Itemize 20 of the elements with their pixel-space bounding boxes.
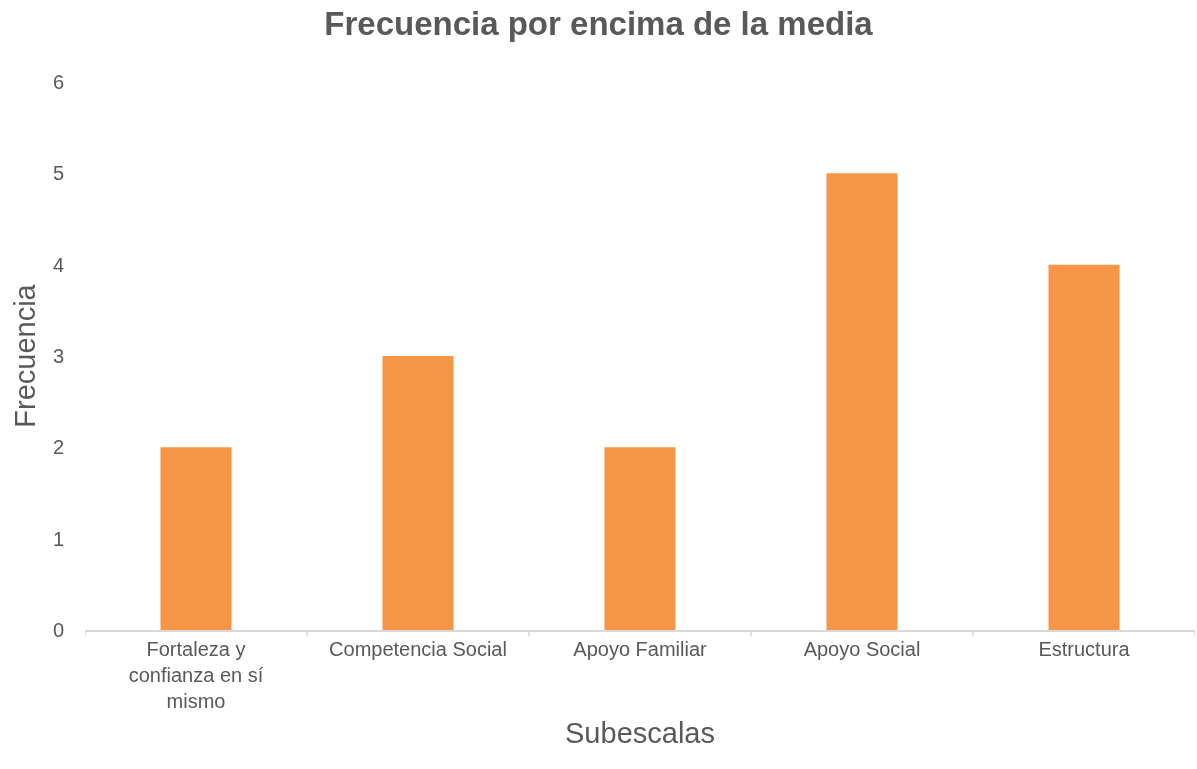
- x-tick-label: Fortaleza y confianza en sí mismo: [128, 637, 264, 712]
- bar: [160, 447, 232, 630]
- x-tick-label: Apoyo Familiar: [573, 637, 708, 660]
- y-tick-label: 0: [52, 619, 64, 641]
- chart-title: Frecuencia por encima de la media: [324, 4, 874, 42]
- bar: [826, 173, 898, 630]
- y-tick-label: 1: [52, 527, 64, 550]
- y-tick-label: 2: [52, 436, 64, 459]
- bar: [1048, 264, 1120, 630]
- y-tick-label: 5: [52, 162, 64, 185]
- y-tick-label: 6: [52, 71, 64, 93]
- x-tick-label: Competencia Social: [329, 637, 507, 660]
- y-axis-title: Frecuencia: [9, 283, 42, 428]
- bar: [382, 356, 454, 630]
- x-tick-label: Estructura: [1038, 637, 1131, 660]
- y-tick-label: 3: [52, 345, 64, 367]
- y-tick-label: 4: [52, 253, 64, 276]
- x-axis-title: Subescalas: [565, 717, 715, 750]
- bar: [604, 447, 676, 630]
- x-tick-label: Apoyo Social: [803, 637, 921, 660]
